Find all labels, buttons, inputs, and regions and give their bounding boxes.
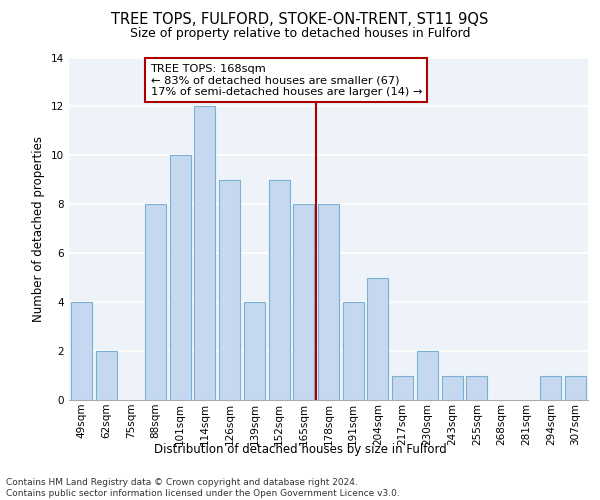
Text: Distribution of detached houses by size in Fulford: Distribution of detached houses by size … <box>154 442 446 456</box>
Bar <box>392 376 413 400</box>
Bar <box>565 376 586 400</box>
Bar <box>194 106 215 400</box>
Bar <box>170 156 191 400</box>
Bar <box>417 351 438 400</box>
Bar <box>293 204 314 400</box>
Text: Size of property relative to detached houses in Fulford: Size of property relative to detached ho… <box>130 28 470 40</box>
Bar <box>145 204 166 400</box>
Bar <box>318 204 339 400</box>
Bar <box>442 376 463 400</box>
Bar <box>269 180 290 400</box>
Bar <box>244 302 265 400</box>
Bar <box>95 351 116 400</box>
Bar <box>343 302 364 400</box>
Y-axis label: Number of detached properties: Number of detached properties <box>32 136 46 322</box>
Bar <box>466 376 487 400</box>
Text: Contains HM Land Registry data © Crown copyright and database right 2024.
Contai: Contains HM Land Registry data © Crown c… <box>6 478 400 498</box>
Bar <box>219 180 240 400</box>
Bar <box>71 302 92 400</box>
Bar <box>367 278 388 400</box>
Text: TREE TOPS, FULFORD, STOKE-ON-TRENT, ST11 9QS: TREE TOPS, FULFORD, STOKE-ON-TRENT, ST11… <box>112 12 488 26</box>
Text: TREE TOPS: 168sqm
← 83% of detached houses are smaller (67)
17% of semi-detached: TREE TOPS: 168sqm ← 83% of detached hous… <box>151 64 422 97</box>
Bar <box>541 376 562 400</box>
